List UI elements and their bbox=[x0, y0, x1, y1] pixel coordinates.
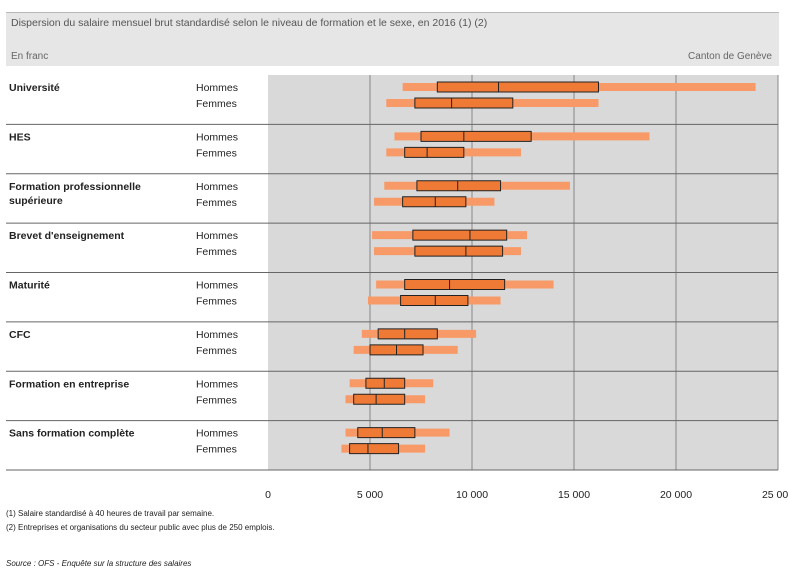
x-tick-label: 10 000 bbox=[456, 489, 488, 501]
sex-label: Femmes bbox=[196, 147, 237, 159]
iqr-box bbox=[415, 98, 513, 108]
sex-label: Hommes bbox=[196, 82, 238, 94]
iqr-box bbox=[405, 147, 464, 157]
x-tick-label: 15 000 bbox=[558, 489, 590, 501]
sex-label: Hommes bbox=[196, 181, 238, 193]
iqr-box bbox=[421, 131, 531, 141]
iqr-box bbox=[413, 230, 507, 240]
group-label: HES bbox=[9, 131, 31, 143]
sex-label: Femmes bbox=[196, 444, 237, 456]
group-label: Formation en entreprise bbox=[9, 378, 129, 390]
group-label: Université bbox=[9, 82, 60, 94]
sex-label: Hommes bbox=[196, 378, 238, 390]
sex-label: Hommes bbox=[196, 428, 238, 440]
iqr-box bbox=[405, 280, 505, 290]
source-note: Source : OFS - Enquête sur la structure … bbox=[6, 559, 191, 568]
group-label: supérieure bbox=[9, 195, 63, 207]
footnote-2: (2) Entreprises et organisations du sect… bbox=[6, 523, 275, 532]
sex-label: Femmes bbox=[196, 296, 237, 308]
group-label: Maturité bbox=[9, 280, 50, 292]
group-label: Formation professionnelle bbox=[9, 181, 141, 193]
iqr-box bbox=[350, 444, 399, 454]
group-label: Sans formation complète bbox=[9, 428, 135, 440]
x-tick-label: 25 000 bbox=[762, 489, 788, 501]
footnote-1: (1) Salaire standardisé à 40 heures de t… bbox=[6, 509, 214, 518]
iqr-box bbox=[417, 181, 501, 191]
sex-label: Hommes bbox=[196, 131, 238, 143]
iqr-box bbox=[437, 82, 598, 92]
iqr-box bbox=[401, 296, 468, 306]
sex-label: Femmes bbox=[196, 197, 237, 209]
iqr-box bbox=[354, 394, 405, 404]
sex-label: Hommes bbox=[196, 329, 238, 341]
sex-label: Hommes bbox=[196, 230, 238, 242]
group-label: Brevet d'enseignement bbox=[9, 230, 125, 242]
sex-label: Femmes bbox=[196, 394, 237, 406]
group-label: CFC bbox=[9, 329, 31, 341]
x-tick-label: 20 000 bbox=[660, 489, 692, 501]
iqr-box bbox=[366, 378, 405, 388]
sex-label: Hommes bbox=[196, 280, 238, 292]
x-tick-label: 5 000 bbox=[357, 489, 383, 501]
iqr-box bbox=[415, 246, 503, 256]
iqr-box bbox=[358, 428, 415, 438]
sex-label: Femmes bbox=[196, 98, 237, 110]
iqr-box bbox=[378, 329, 437, 339]
iqr-box bbox=[403, 197, 466, 207]
x-tick-label: 0 bbox=[265, 489, 271, 501]
sex-label: Femmes bbox=[196, 246, 237, 258]
sex-label: Femmes bbox=[196, 345, 237, 357]
